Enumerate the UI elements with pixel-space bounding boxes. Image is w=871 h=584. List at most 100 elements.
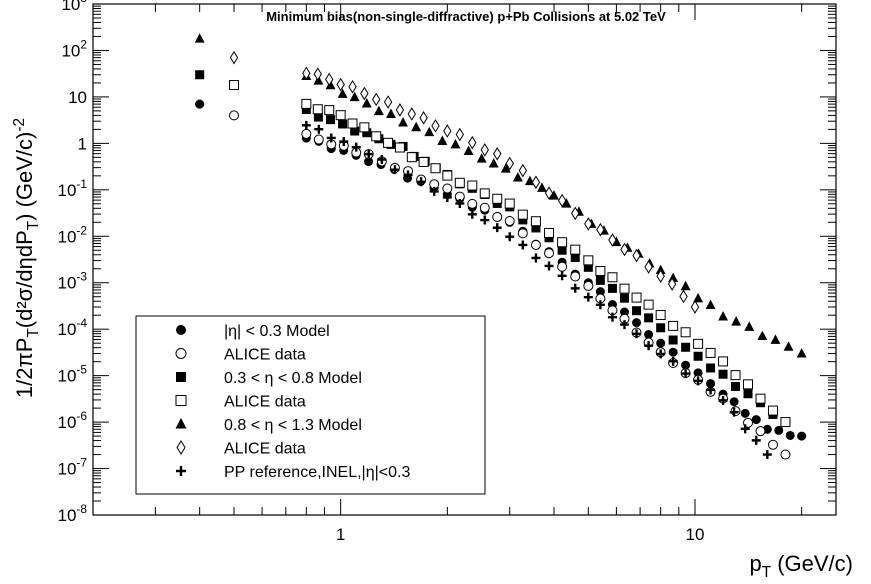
data-point [505,156,514,171]
data-point [313,112,323,122]
data-point [337,88,348,98]
data-point [595,287,605,297]
data-point [544,227,555,238]
data-point [176,372,186,382]
data-point [681,360,691,370]
data-point [362,128,372,138]
data-point [679,289,688,304]
data-point [619,293,629,303]
data-point [680,327,691,338]
data-point [416,177,426,187]
data-point [668,347,678,357]
data-point [705,299,716,310]
data-point [536,182,547,192]
data-point [655,264,666,275]
data-point [518,215,528,225]
data-point [797,431,807,441]
data-point [195,99,205,109]
y-tick-label: 103 [61,0,87,14]
data-point [667,277,677,291]
data-point [442,192,452,202]
data-point [395,103,405,117]
data-point [607,283,617,293]
data-point [351,142,361,152]
data-point [608,233,617,247]
data-point [176,440,186,455]
plot-frame [92,3,837,516]
data-point [301,98,312,109]
data-marks [194,33,807,460]
data-point [632,318,642,328]
data-point [780,417,791,428]
data-point [693,351,703,361]
y-tick-label: 10-2 [58,223,88,246]
y-tick-label: 10-4 [58,316,88,339]
data-point [350,126,360,136]
data-point [583,262,593,272]
data-point [339,137,349,147]
data-point [751,415,761,425]
data-point [467,209,477,219]
data-point [644,313,654,323]
data-point [313,134,324,145]
data-point [620,242,629,257]
data-point [718,369,728,379]
data-point [517,209,528,220]
data-point [504,198,515,209]
data-point [619,320,629,330]
data-point [570,283,580,293]
data-point [505,232,515,242]
data-point [348,79,357,94]
data-point [229,50,239,65]
data-point [693,292,704,303]
data-point [431,119,440,133]
data-point [751,435,761,445]
x-axis-title: pT (GeV/c) [749,551,853,581]
legend-label: ALICE data [224,441,306,458]
data-point [468,135,477,150]
data-point [313,67,322,81]
y-tick-label: 10-3 [58,270,88,293]
data-point [706,385,716,395]
data-point [780,449,791,460]
data-point [338,119,348,129]
data-point [360,86,369,101]
legend-label: |η| < 0.3 Model [224,323,330,340]
data-point [731,316,742,326]
data-point [301,104,311,114]
data-point [373,105,384,116]
data-point [570,244,581,255]
x-axis-title-text: pT (GeV/c) [749,551,853,581]
data-point [570,252,580,262]
data-point [480,215,490,225]
data-point [479,202,490,213]
data-point [437,135,448,145]
data-point [390,165,400,175]
data-point [544,248,555,259]
data-point [706,363,716,373]
data-point [313,75,324,85]
data-point [693,338,704,349]
data-point [596,222,605,237]
data-point [583,292,593,302]
data-point [463,145,474,156]
data-point [530,216,541,227]
data-point [681,342,691,352]
data-point [517,228,528,239]
data-point [518,240,528,250]
data-point [767,405,778,416]
data-point [394,142,405,153]
data-point [631,292,642,303]
data-point [518,163,528,178]
data-point [492,193,503,204]
data-point [455,198,465,208]
data-point [557,271,567,281]
data-point [718,311,729,321]
data-point [655,309,666,320]
data-point [743,389,753,399]
data-point [175,395,187,406]
y-tick-label: 102 [61,37,87,60]
data-point [531,253,541,263]
data-point [681,369,691,379]
data-point [729,407,739,417]
